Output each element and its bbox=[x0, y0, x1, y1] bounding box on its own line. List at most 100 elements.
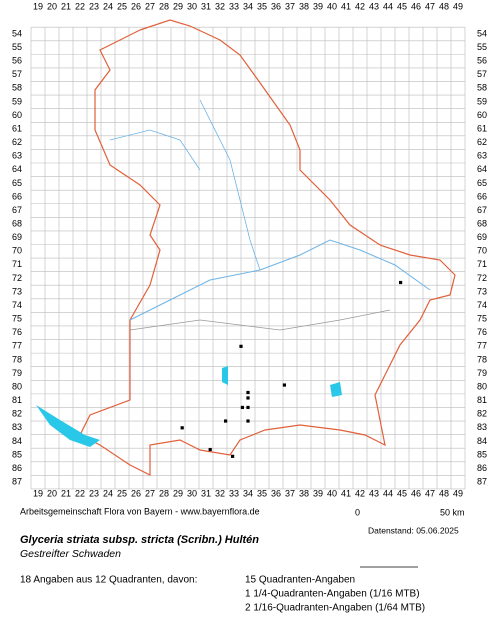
lake bbox=[330, 382, 342, 397]
column-label: 34 bbox=[243, 1, 253, 11]
row-label: 67 bbox=[477, 205, 487, 215]
river bbox=[199, 99, 261, 271]
row-label: 55 bbox=[12, 42, 22, 52]
row-label: 57 bbox=[12, 69, 22, 79]
column-label: 40 bbox=[327, 488, 337, 498]
summary-total: 18 Angaben aus 12 Quadranten, davon: bbox=[20, 575, 197, 586]
column-label: 21 bbox=[61, 488, 71, 498]
column-label: 27 bbox=[145, 488, 155, 498]
column-label: 48 bbox=[439, 488, 449, 498]
column-label: 19 bbox=[33, 488, 43, 498]
column-label: 48 bbox=[439, 1, 449, 11]
row-label: 61 bbox=[12, 123, 22, 133]
row-label: 77 bbox=[477, 341, 487, 351]
column-label: 26 bbox=[131, 488, 141, 498]
source: Arbeitsgemeinschaft Flora von Bayern - w… bbox=[20, 506, 260, 516]
row-label: 75 bbox=[477, 314, 487, 324]
district-border bbox=[129, 309, 391, 331]
occurrence bbox=[224, 419, 228, 423]
column-label: 24 bbox=[103, 488, 113, 498]
row-label: 78 bbox=[477, 354, 487, 364]
row-label: 56 bbox=[477, 56, 487, 66]
column-label: 33 bbox=[229, 488, 239, 498]
row-label: 68 bbox=[12, 218, 22, 228]
column-label: 34 bbox=[243, 488, 253, 498]
row-label: 75 bbox=[12, 314, 22, 324]
row-label: 85 bbox=[12, 449, 22, 459]
column-label: 43 bbox=[369, 488, 379, 498]
scale-zero: 0 bbox=[355, 507, 360, 517]
column-label: 36 bbox=[271, 488, 281, 498]
row-label: 86 bbox=[477, 463, 487, 473]
row-label: 78 bbox=[12, 354, 22, 364]
column-label: 21 bbox=[61, 1, 71, 11]
column-label: 43 bbox=[369, 1, 379, 11]
row-label: 77 bbox=[12, 341, 22, 351]
row-label: 59 bbox=[12, 96, 22, 106]
column-label: 20 bbox=[47, 1, 57, 11]
column-label: 23 bbox=[89, 488, 99, 498]
row-label: 80 bbox=[477, 381, 487, 391]
row-label: 86 bbox=[12, 463, 22, 473]
column-label: 30 bbox=[187, 488, 197, 498]
column-label: 38 bbox=[299, 488, 309, 498]
row-label: 84 bbox=[477, 436, 487, 446]
row-label: 64 bbox=[477, 164, 487, 174]
row-label: 72 bbox=[477, 273, 487, 283]
row-label: 63 bbox=[477, 151, 487, 161]
column-label: 38 bbox=[299, 1, 309, 11]
row-label: 70 bbox=[12, 246, 22, 256]
column-label: 22 bbox=[75, 488, 85, 498]
row-label: 54 bbox=[12, 28, 22, 38]
column-label: 45 bbox=[397, 488, 407, 498]
column-label: 37 bbox=[285, 1, 295, 11]
column-label: 27 bbox=[145, 1, 155, 11]
row-label: 65 bbox=[477, 178, 487, 188]
column-label: 47 bbox=[425, 1, 435, 11]
column-label: 32 bbox=[215, 488, 225, 498]
river bbox=[129, 239, 431, 321]
column-label: 23 bbox=[89, 1, 99, 11]
row-label: 79 bbox=[12, 368, 22, 378]
row-label: 83 bbox=[12, 422, 22, 432]
column-label: 44 bbox=[383, 488, 393, 498]
column-label: 26 bbox=[131, 1, 141, 11]
column-label: 28 bbox=[159, 1, 169, 11]
scale-end: 50 km bbox=[440, 507, 465, 517]
row-label: 71 bbox=[12, 259, 22, 269]
row-label: 62 bbox=[477, 137, 487, 147]
occurrence bbox=[239, 344, 243, 348]
column-label: 42 bbox=[355, 1, 365, 11]
row-label: 66 bbox=[12, 191, 22, 201]
column-label: 20 bbox=[47, 488, 57, 498]
column-label: 49 bbox=[453, 1, 463, 11]
lake bbox=[222, 366, 228, 385]
column-label: 19 bbox=[33, 1, 43, 11]
column-label: 31 bbox=[201, 1, 211, 11]
row-label: 69 bbox=[12, 232, 22, 242]
column-label: 41 bbox=[341, 1, 351, 11]
occurrence bbox=[399, 280, 403, 285]
row-label: 76 bbox=[477, 327, 487, 337]
occurrence bbox=[231, 454, 235, 458]
row-label: 66 bbox=[477, 191, 487, 201]
row-label: 87 bbox=[477, 477, 487, 487]
column-label: 35 bbox=[257, 488, 267, 498]
row-label: 76 bbox=[12, 327, 22, 337]
row-label: 64 bbox=[12, 164, 22, 174]
row-label: 73 bbox=[477, 286, 487, 296]
column-label: 46 bbox=[411, 488, 421, 498]
column-label: 44 bbox=[383, 1, 393, 11]
row-label: 65 bbox=[12, 178, 22, 188]
row-label: 71 bbox=[477, 259, 487, 269]
column-label: 39 bbox=[313, 1, 323, 11]
column-label: 47 bbox=[425, 488, 435, 498]
row-label: 54 bbox=[477, 28, 487, 38]
row-label: 82 bbox=[477, 409, 487, 419]
column-label: 45 bbox=[397, 1, 407, 11]
occurrence bbox=[282, 383, 286, 387]
column-label: 35 bbox=[257, 1, 267, 11]
row-label: 80 bbox=[12, 381, 22, 391]
row-label: 81 bbox=[12, 395, 22, 405]
row-label: 81 bbox=[477, 395, 487, 405]
